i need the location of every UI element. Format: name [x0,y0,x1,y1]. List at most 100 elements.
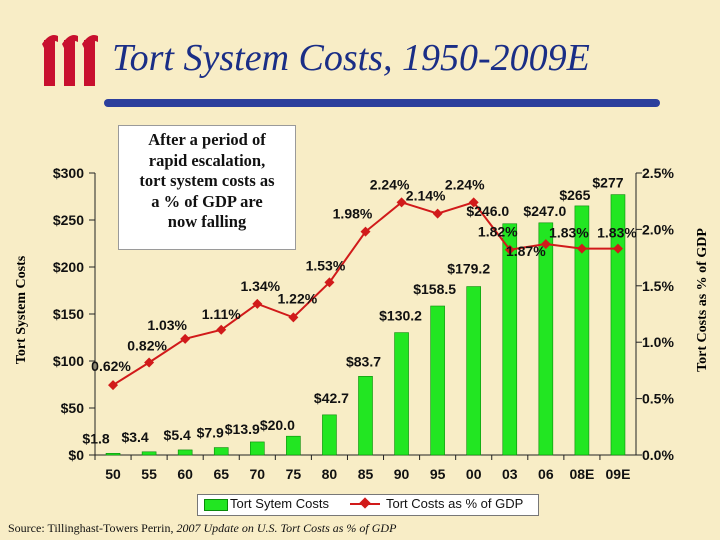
line-marker [108,380,119,391]
iii-logo [42,35,98,86]
bar [177,449,193,456]
line-value-label: 2.24% [445,176,485,192]
x-tick-label: 90 [394,466,410,482]
bar-value-label: $42.7 [314,390,349,406]
bar-value-label: $1.8 [82,430,109,446]
line-value-label: 1.53% [306,257,346,273]
y-tick-label-left: $250 [53,212,84,228]
line-value-label: 0.62% [91,358,131,374]
x-tick-label: 06 [538,466,554,482]
bar-value-label: $20.0 [260,417,295,433]
bar [466,286,482,456]
line-value-label: 0.82% [127,338,167,354]
legend-bar-label: Tort Sytem Costs [230,496,329,511]
line-value-label: 1.87% [506,243,546,259]
y-tick-label-right: 0.5% [642,391,674,407]
line-value-label: 1.22% [278,290,318,306]
line-value-label: 1.98% [333,206,373,222]
y-tick-label-left: $0 [68,447,84,463]
bar-value-label: $83.7 [346,353,381,369]
x-tick-label: 60 [177,466,193,482]
bar-value-label: $3.4 [121,429,148,445]
bar [610,194,626,456]
y-tick-label-left: $300 [53,165,84,181]
bar [286,435,301,456]
source-prefix: Source: Tillinghast-Towers Perrin, [8,521,177,535]
line-value-label: 1.03% [147,317,187,333]
line-marker [288,312,299,323]
x-tick-label: 55 [141,466,157,482]
line-series [108,197,623,391]
callout-line: tort system costs as [139,171,275,190]
callout-box: After a period of rapid escalation, tort… [118,125,296,250]
x-tick-label: 08E [569,466,594,482]
bar-value-label: $277 [592,175,623,191]
callout-line: a % of GDP are [151,191,263,211]
line-value-label: 1.11% [202,306,241,322]
bar [574,205,590,456]
y-tick-label-right: 2.0% [642,221,674,237]
bar [213,447,229,456]
callout-line: After a period of [148,130,266,149]
line-marker [180,333,191,344]
x-tick-label: 03 [502,466,518,482]
bar-series [105,194,626,456]
x-tick-label: 80 [322,466,338,482]
bar [322,414,337,456]
bar-value-label: $265 [559,187,590,203]
bar [538,222,554,456]
line-marker [468,197,479,208]
y-axis-label-right-text: Tort Costs as % of GDP [695,228,710,372]
bar-value-label: $5.4 [164,427,191,443]
line-marker [396,197,407,208]
bar [430,305,445,456]
bar-value-label: $158.5 [413,281,456,297]
y-axis-label-left-text: Tort System Costs [14,255,29,365]
legend-diamond-marker [359,497,371,509]
x-tick-label: 85 [358,466,374,482]
line-value-label: 1.34% [240,278,280,294]
bar-value-label: $13.9 [225,421,260,437]
bar-value-label: $246.0 [466,203,509,219]
bar [358,376,373,456]
line-marker [252,298,263,309]
x-tick-label: 65 [213,466,229,482]
line-marker [432,208,443,219]
line-marker [324,277,335,288]
line-value-label: 2.24% [370,176,410,192]
chart-legend: Tort Sytem Costs Tort Costs as % of GDP [197,494,539,516]
line-value-label: 2.14% [406,188,446,204]
line-marker [504,244,515,255]
source-note: Source: Tillinghast-Towers Perrin, 2007 … [8,521,396,536]
line-marker [144,357,155,368]
line-value-label: 1.82% [478,224,518,240]
y-tick-label-left: $200 [53,259,84,275]
source-title: 2007 Update on U.S. Tort Costs as % of G… [176,521,397,535]
y-tick-label-left: $150 [53,306,84,322]
bar [105,453,121,456]
data-labels: $1.8 $3.4 $5.4 $7.9 $13.9 $20.0 $42.7 $83.7 $130… [82,175,637,447]
callout-line: now falling [167,212,247,231]
line-marker [576,243,587,254]
bar-value-label: $179.2 [447,261,490,277]
x-tick-label: 50 [105,466,121,482]
page-title: Tort System Costs, 1950-2009E [112,37,590,79]
line-marker [216,324,227,335]
y-tick-label-left: $100 [53,353,84,369]
x-tick-label: 09E [606,466,631,482]
line-value-label: 1.83% [597,225,637,241]
line-value-label: 1.83% [549,225,589,241]
x-tick-label: 75 [286,466,302,482]
bar [394,332,409,456]
legend-line-label: Tort Costs as % of GDP [386,496,524,511]
y-tick-label-right: 0.0% [642,447,674,463]
y-tick-label-right: 1.5% [642,278,674,294]
callout-line: rapid escalation, [148,150,266,170]
x-tick-label: 00 [466,466,482,482]
title-underline [104,99,660,107]
bar-value-label: $247.0 [523,203,566,219]
y-tick-label-right: 1.0% [642,334,674,350]
x-tick-label: 70 [250,466,266,482]
line-marker [612,243,623,254]
